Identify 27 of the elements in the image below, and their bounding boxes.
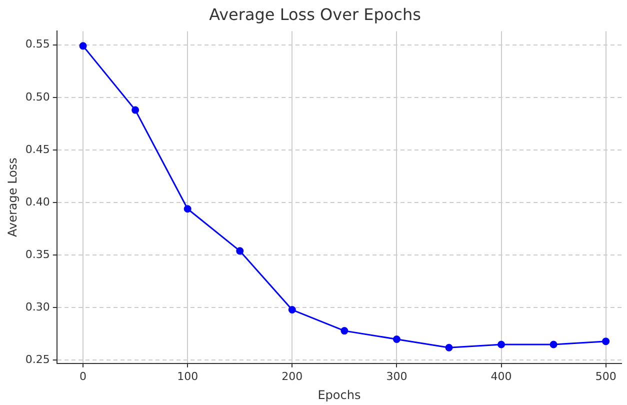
point <box>445 344 453 352</box>
y-axis-title: Average Loss <box>5 158 20 238</box>
x-tick-label: 100 <box>177 370 198 383</box>
y-tick-label: 0.50 <box>25 90 50 104</box>
y-tick-label: 0.35 <box>25 248 50 261</box>
x-tick-label: 200 <box>282 370 303 383</box>
point <box>132 106 140 114</box>
point <box>550 340 558 348</box>
x-tick-label: 0 <box>80 370 87 383</box>
y-tick-label: 0.40 <box>25 195 50 208</box>
point <box>236 247 244 255</box>
x-axis-title: Epochs <box>318 388 361 402</box>
chart-title: Average Loss Over Epochs <box>209 4 421 24</box>
y-tick-label: 0.30 <box>25 300 50 314</box>
point <box>340 327 348 335</box>
x-tick-label: 400 <box>490 370 512 383</box>
point <box>392 335 400 343</box>
point <box>602 338 610 346</box>
point <box>79 42 87 50</box>
x-tick-label: 500 <box>595 370 616 383</box>
point <box>498 340 506 348</box>
point <box>288 306 296 314</box>
y-tick-label: 0.45 <box>25 142 50 156</box>
x-tick-label: 300 <box>386 370 408 383</box>
point <box>184 205 192 213</box>
y-tick-label: 0.55 <box>25 38 50 51</box>
y-tick-label: 0.25 <box>25 353 50 366</box>
